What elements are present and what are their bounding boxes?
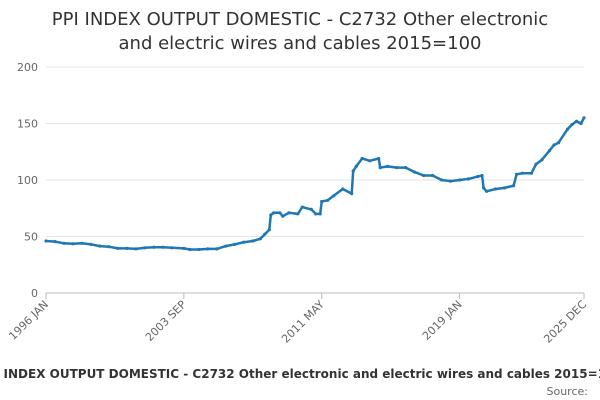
- data-point: [71, 242, 75, 246]
- data-point: [296, 212, 300, 216]
- data-point: [332, 194, 336, 198]
- data-point: [467, 177, 471, 181]
- data-point: [267, 228, 271, 232]
- data-point: [534, 162, 538, 166]
- data-point: [242, 240, 246, 244]
- data-point: [529, 171, 534, 175]
- data-point: [314, 212, 318, 216]
- data-point: [368, 159, 372, 163]
- data-point: [511, 184, 516, 188]
- data-point: [565, 127, 570, 131]
- data-point: [503, 186, 507, 190]
- data-point: [386, 164, 390, 168]
- data-point: [272, 211, 276, 215]
- data-point: [80, 241, 84, 245]
- y-tick-label: 0: [31, 287, 38, 300]
- data-point: [494, 187, 498, 191]
- y-tick-label: 50: [24, 231, 38, 244]
- grid-layer: [46, 66, 584, 294]
- data-point: [480, 173, 484, 178]
- source-label: Source:: [547, 385, 589, 398]
- data-point: [98, 244, 102, 248]
- data-point: [62, 241, 66, 245]
- data-point: [351, 169, 355, 173]
- data-point: [395, 166, 399, 170]
- data-point: [320, 199, 324, 204]
- data-point: [53, 240, 57, 244]
- data-point: [360, 156, 364, 161]
- data-point: [552, 143, 556, 147]
- data-point: [224, 244, 228, 248]
- chart-title-line-1: PPI INDEX OUTPUT DOMESTIC - C2732 Other …: [52, 9, 548, 30]
- y-tick-label: 150: [17, 118, 38, 131]
- data-point: [233, 242, 237, 246]
- data-point: [485, 189, 489, 193]
- chart-title-line-2: and electric wires and cables 2015=100: [119, 33, 482, 54]
- data-point: [354, 164, 358, 168]
- data-point: [89, 242, 93, 246]
- data-point: [515, 172, 519, 176]
- data-point: [134, 247, 138, 251]
- data-point: [521, 171, 525, 175]
- data-point: [326, 198, 330, 202]
- data-point: [107, 245, 111, 249]
- y-axis-ticks: 0 50 100 150 200: [17, 61, 38, 300]
- data-point: [281, 214, 285, 218]
- data-point: [582, 116, 586, 120]
- series-line: [45, 117, 586, 251]
- data-point: [482, 186, 486, 190]
- data-point: [341, 187, 345, 191]
- data-point: [431, 173, 435, 178]
- data-point: [300, 205, 304, 209]
- data-point: [556, 141, 561, 145]
- legend-label: PPI INDEX OUTPUT DOMESTIC - C2732 Other …: [0, 367, 600, 381]
- data-point: [188, 247, 192, 252]
- data-point: [269, 213, 273, 217]
- data-point: [309, 207, 313, 211]
- data-point: [44, 239, 48, 243]
- data-point: [197, 247, 201, 252]
- data-point: [579, 121, 583, 126]
- data-point: [440, 178, 444, 182]
- data-point: [170, 246, 174, 250]
- data-point: [278, 211, 282, 215]
- data-point: [287, 211, 291, 215]
- x-axis: 1996 JAN 2003 SEP 2011 MAY 2019 JAN 2025 DEC: [6, 293, 589, 346]
- data-point: [116, 246, 120, 250]
- data-point: [206, 247, 210, 251]
- data-point: [215, 247, 219, 251]
- x-tick-label: 2011 MAY: [279, 298, 327, 346]
- y-tick-label: 100: [17, 174, 38, 187]
- series-layer: [44, 116, 586, 252]
- data-point: [449, 179, 453, 183]
- data-point: [182, 246, 186, 250]
- data-point: [251, 239, 255, 243]
- data-point: [404, 166, 408, 170]
- data-point: [458, 178, 462, 182]
- data-point: [318, 212, 322, 216]
- data-point: [161, 245, 165, 249]
- x-tick-label: 1996 JAN: [6, 298, 51, 343]
- data-point: [547, 149, 552, 153]
- data-point: [422, 173, 426, 178]
- data-point: [263, 232, 267, 236]
- x-tick-label: 2019 JAN: [420, 298, 465, 343]
- x-tick-label: 2025 DEC: [541, 298, 589, 346]
- y-tick-label: 200: [17, 61, 38, 74]
- data-point: [377, 156, 381, 161]
- x-tick-label: 2003 SEP: [143, 298, 189, 344]
- data-point: [413, 170, 417, 174]
- data-point: [476, 175, 480, 179]
- data-point: [125, 246, 129, 250]
- data-point: [540, 158, 544, 162]
- data-point: [258, 237, 262, 241]
- data-point: [152, 245, 156, 249]
- data-point: [570, 123, 574, 127]
- data-point: [378, 166, 382, 170]
- data-point: [143, 246, 147, 250]
- data-point: [574, 119, 579, 123]
- data-point: [350, 192, 354, 196]
